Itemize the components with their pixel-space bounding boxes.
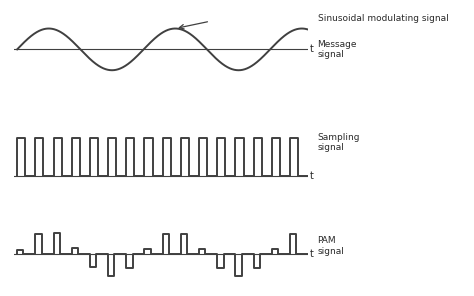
- Text: t: t: [310, 44, 313, 54]
- Text: t: t: [310, 249, 313, 259]
- Text: Message
signal: Message signal: [318, 40, 357, 59]
- Text: Sinusoidal modulating signal: Sinusoidal modulating signal: [318, 14, 448, 23]
- Text: Sampling
signal: Sampling signal: [318, 133, 360, 152]
- Text: t: t: [310, 171, 313, 181]
- Text: PAM
signal: PAM signal: [318, 236, 345, 255]
